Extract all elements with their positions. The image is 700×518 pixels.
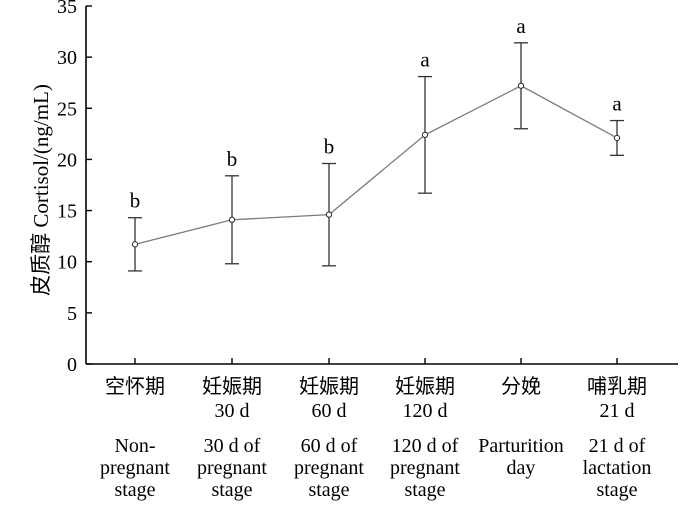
category-label-en: pregnant	[100, 457, 170, 479]
category-label-en: Non-	[114, 435, 155, 457]
significance-letter: b	[227, 147, 238, 171]
y-tick-label: 0	[67, 354, 77, 376]
y-tick-label: 15	[57, 201, 77, 223]
category-label-cn: 妊娠期	[395, 374, 455, 398]
x-ticks	[134, 358, 618, 364]
category-label-en: pregnant	[294, 457, 364, 479]
category-label-en: 30 d of	[204, 435, 261, 457]
data-point	[613, 134, 621, 142]
category-label-cn: 分娩	[501, 374, 541, 398]
category-label-cn: 21 d	[600, 400, 635, 422]
y-tick-label: 20	[57, 149, 77, 171]
category-label-cn: 60 d	[312, 400, 347, 422]
category-label-cn: 120 d	[403, 400, 448, 422]
category-label-en: stage	[114, 479, 155, 501]
significance-letter: b	[324, 135, 335, 159]
significance-letter: a	[612, 92, 622, 116]
data-point	[421, 131, 429, 139]
significance-letter: a	[516, 14, 526, 38]
category-label-en: stage	[308, 479, 349, 501]
y-tick-label: 30	[57, 47, 77, 69]
y-axis-label: 皮质醇 Cortisol/(ng/mL)	[29, 84, 53, 296]
category-label-cn: 妊娠期	[202, 374, 262, 398]
category-label-cn: 空怀期	[105, 374, 165, 398]
y-tick-label: 10	[57, 252, 77, 274]
error-bars	[128, 42, 624, 272]
category-label-en: 60 d of	[301, 435, 358, 457]
y-tick-label: 25	[57, 98, 77, 120]
data-point	[517, 82, 525, 89]
category-label-en: day	[507, 457, 536, 479]
category-label-cn: 哺乳期	[587, 374, 647, 398]
category-label-en: stage	[404, 479, 445, 501]
significance-labels: b b b a a a	[130, 14, 623, 213]
series-line	[134, 85, 618, 245]
series-line-group	[131, 82, 621, 248]
data-point	[131, 241, 139, 248]
category-label-en: 120 d of	[392, 435, 459, 457]
y-ticks: 0 5 10 15 20 25 30 35	[57, 0, 92, 376]
category-label-en: stage	[211, 479, 252, 501]
axes	[85, 6, 678, 365]
data-point	[325, 211, 333, 218]
category-label-en: pregnant	[390, 457, 460, 479]
category-label-en: stage	[596, 479, 637, 501]
significance-letter: a	[420, 48, 430, 72]
y-tick-label: 35	[57, 0, 77, 18]
category-label-en: lactation	[583, 457, 652, 479]
category-label-en: pregnant	[197, 457, 267, 479]
category-label-en: Parturition	[478, 435, 564, 457]
y-tick-label: 5	[67, 303, 77, 325]
significance-letter: b	[130, 189, 141, 213]
data-point	[228, 216, 236, 223]
category-label-en: 21 d of	[589, 435, 646, 457]
category-label-cn: 30 d	[215, 400, 250, 422]
category-label-cn: 妊娠期	[299, 374, 359, 398]
